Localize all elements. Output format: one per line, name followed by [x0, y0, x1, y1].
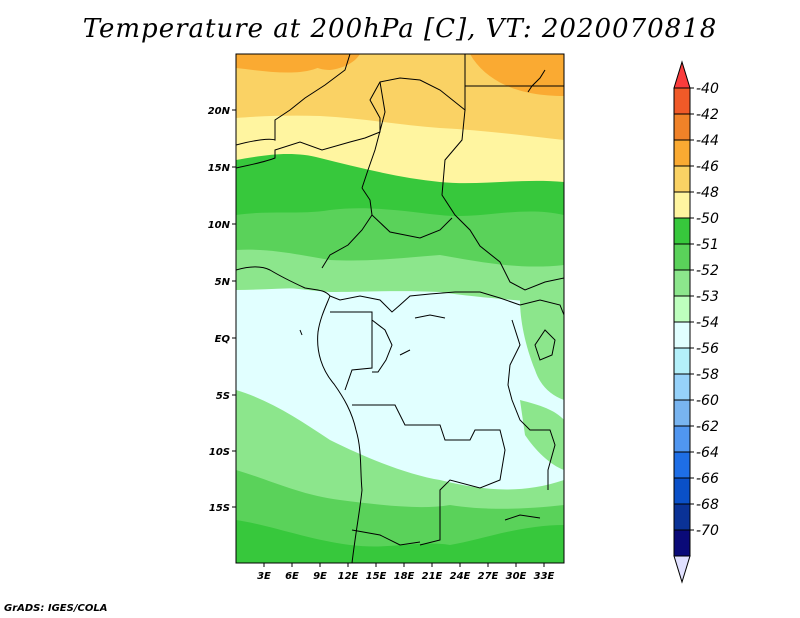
lon-label: 12E	[338, 571, 359, 582]
lon-label: 6E	[285, 571, 299, 582]
lon-label: 15E	[366, 571, 387, 582]
colorbar-label: -62	[696, 419, 719, 435]
colorbar-swatch	[673, 477, 691, 505]
colorbar-swatch	[673, 269, 691, 297]
colorbar-swatch	[673, 295, 691, 323]
colorbar-swatch	[673, 347, 691, 375]
colorbar-swatch	[673, 399, 691, 427]
temperature-field	[236, 54, 564, 563]
colorbar-swatch	[673, 503, 691, 531]
lon-label: 27E	[478, 571, 499, 582]
colorbar-label: -64	[696, 445, 719, 461]
colorbar-swatch	[673, 451, 691, 479]
colorbar-label: -53	[696, 289, 719, 305]
colorbar-arrow-top	[673, 60, 691, 89]
colorbar-arrow-bottom	[673, 555, 691, 584]
colorbar-swatch	[673, 243, 691, 271]
colorbar-label: -56	[696, 341, 719, 357]
longitude-axis: 3E 6E 9E 12E 15E 18E 21E 24E 27E 30E 33E	[257, 563, 555, 582]
colorbar-label: -54	[696, 315, 719, 331]
lat-label: 10S	[209, 447, 230, 458]
lon-label: 33E	[534, 571, 555, 582]
colorbar-label: -46	[696, 159, 719, 175]
lon-label: 21E	[422, 571, 443, 582]
colorbar-swatch	[673, 139, 691, 167]
lat-label: 15S	[209, 503, 230, 514]
colorbar-label: -58	[696, 367, 719, 383]
lat-label: 20N	[208, 106, 231, 117]
colorbar-label: -51	[696, 237, 719, 253]
credit-text: GrADS: IGES/COLA	[4, 603, 108, 614]
lon-label: 24E	[450, 571, 471, 582]
colorbar-label: -60	[696, 393, 719, 409]
colorbar-swatch	[673, 529, 691, 557]
lat-label: 15N	[208, 163, 231, 174]
map-frame	[235, 53, 565, 564]
colorbar-swatch	[673, 165, 691, 193]
colorbar-label: -50	[696, 211, 719, 227]
colorbar-swatch	[673, 321, 691, 349]
colorbar-label: -44	[696, 133, 719, 149]
lat-label: 5S	[216, 391, 230, 402]
lat-label: 10N	[208, 220, 231, 231]
colorbar-swatch	[673, 217, 691, 245]
map-title: Temperature at 200hPa [C], VT: 202007081…	[82, 14, 718, 44]
lat-label: 5N	[215, 277, 231, 288]
colorbar-swatch	[673, 373, 691, 401]
colorbar-label: -66	[696, 471, 719, 487]
lon-label: 30E	[506, 571, 527, 582]
colorbar-swatch	[673, 113, 691, 141]
colorbar-label: -68	[696, 497, 719, 513]
lon-label: 18E	[394, 571, 415, 582]
colorbar-label: -52	[696, 263, 719, 279]
coastlines-and-borders	[236, 54, 564, 563]
colorbar-label: -42	[696, 107, 719, 123]
colorbar-label: -70	[696, 523, 719, 539]
colorbar: -40 -42 -44 -46 -48 -50 -51 -52 -53 -54 -56 -58 -60 -…	[673, 60, 719, 584]
colorbar-label: -48	[696, 185, 719, 201]
latitude-axis: 20N 15N 10N 5N EQ 5S 10S 15S	[208, 106, 236, 514]
lon-label: 9E	[313, 571, 327, 582]
colorbar-swatch	[673, 191, 691, 219]
colorbar-swatch	[673, 87, 691, 115]
lon-label: 3E	[257, 571, 271, 582]
colorbar-label: -40	[696, 81, 719, 97]
lat-label: EQ	[215, 334, 231, 345]
colorbar-swatch	[673, 425, 691, 453]
